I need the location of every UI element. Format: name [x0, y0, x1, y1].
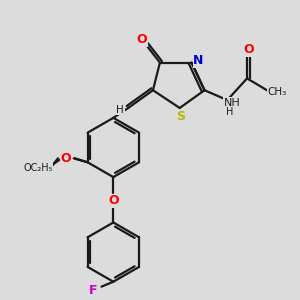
Text: CH₃: CH₃ — [267, 87, 286, 97]
Text: H: H — [116, 105, 124, 115]
Text: O: O — [137, 33, 147, 46]
Text: OC₂H₅: OC₂H₅ — [23, 163, 53, 173]
Text: O: O — [61, 152, 71, 165]
Text: F: F — [89, 284, 98, 297]
Text: NH: NH — [224, 98, 241, 108]
Text: S: S — [176, 110, 185, 123]
Text: O: O — [244, 43, 254, 56]
Text: H: H — [226, 107, 233, 117]
Text: N: N — [194, 54, 204, 67]
Text: O: O — [108, 194, 119, 207]
